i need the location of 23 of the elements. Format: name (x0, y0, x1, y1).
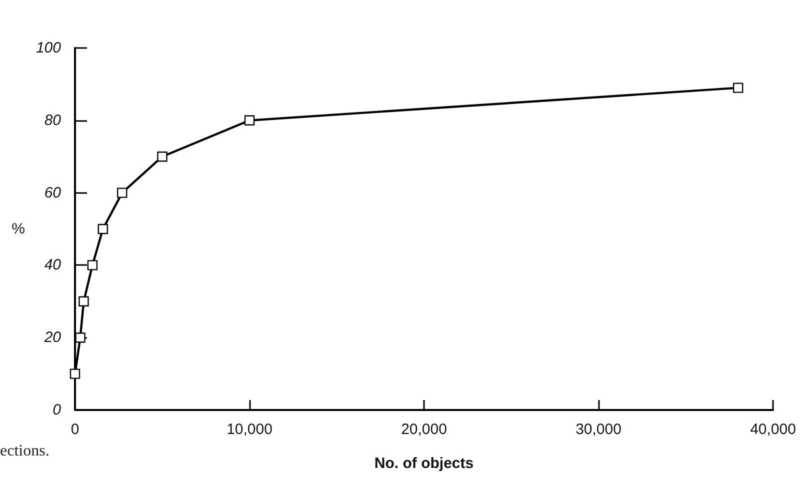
point (733, 82, 744, 93)
point (75, 332, 86, 343)
y-tick-label: 0 (52, 402, 62, 418)
x-tick-label: 30,000 (576, 421, 622, 438)
x-tick-label: 40,000 (750, 421, 796, 438)
point (117, 188, 128, 198)
x-axis-title: No. of objects (374, 455, 474, 472)
y-tick-label: 100 (36, 40, 62, 56)
point (70, 368, 80, 379)
x-tick-label: 20,000 (401, 421, 447, 438)
point (78, 296, 89, 306)
y-tick-label: 60 (44, 184, 62, 202)
point (87, 260, 98, 270)
x-tick-label: 10,000 (226, 421, 272, 438)
text: ections. (0, 442, 50, 460)
y-tick-label: 80 (44, 112, 62, 129)
y-tick-label: 40 (44, 256, 62, 274)
point (98, 224, 108, 234)
y-axis-title: % (12, 220, 25, 238)
x-tick-label: 0 (70, 421, 80, 438)
point (157, 152, 168, 162)
y-tick-label: 20 (43, 329, 62, 346)
point (244, 115, 255, 126)
